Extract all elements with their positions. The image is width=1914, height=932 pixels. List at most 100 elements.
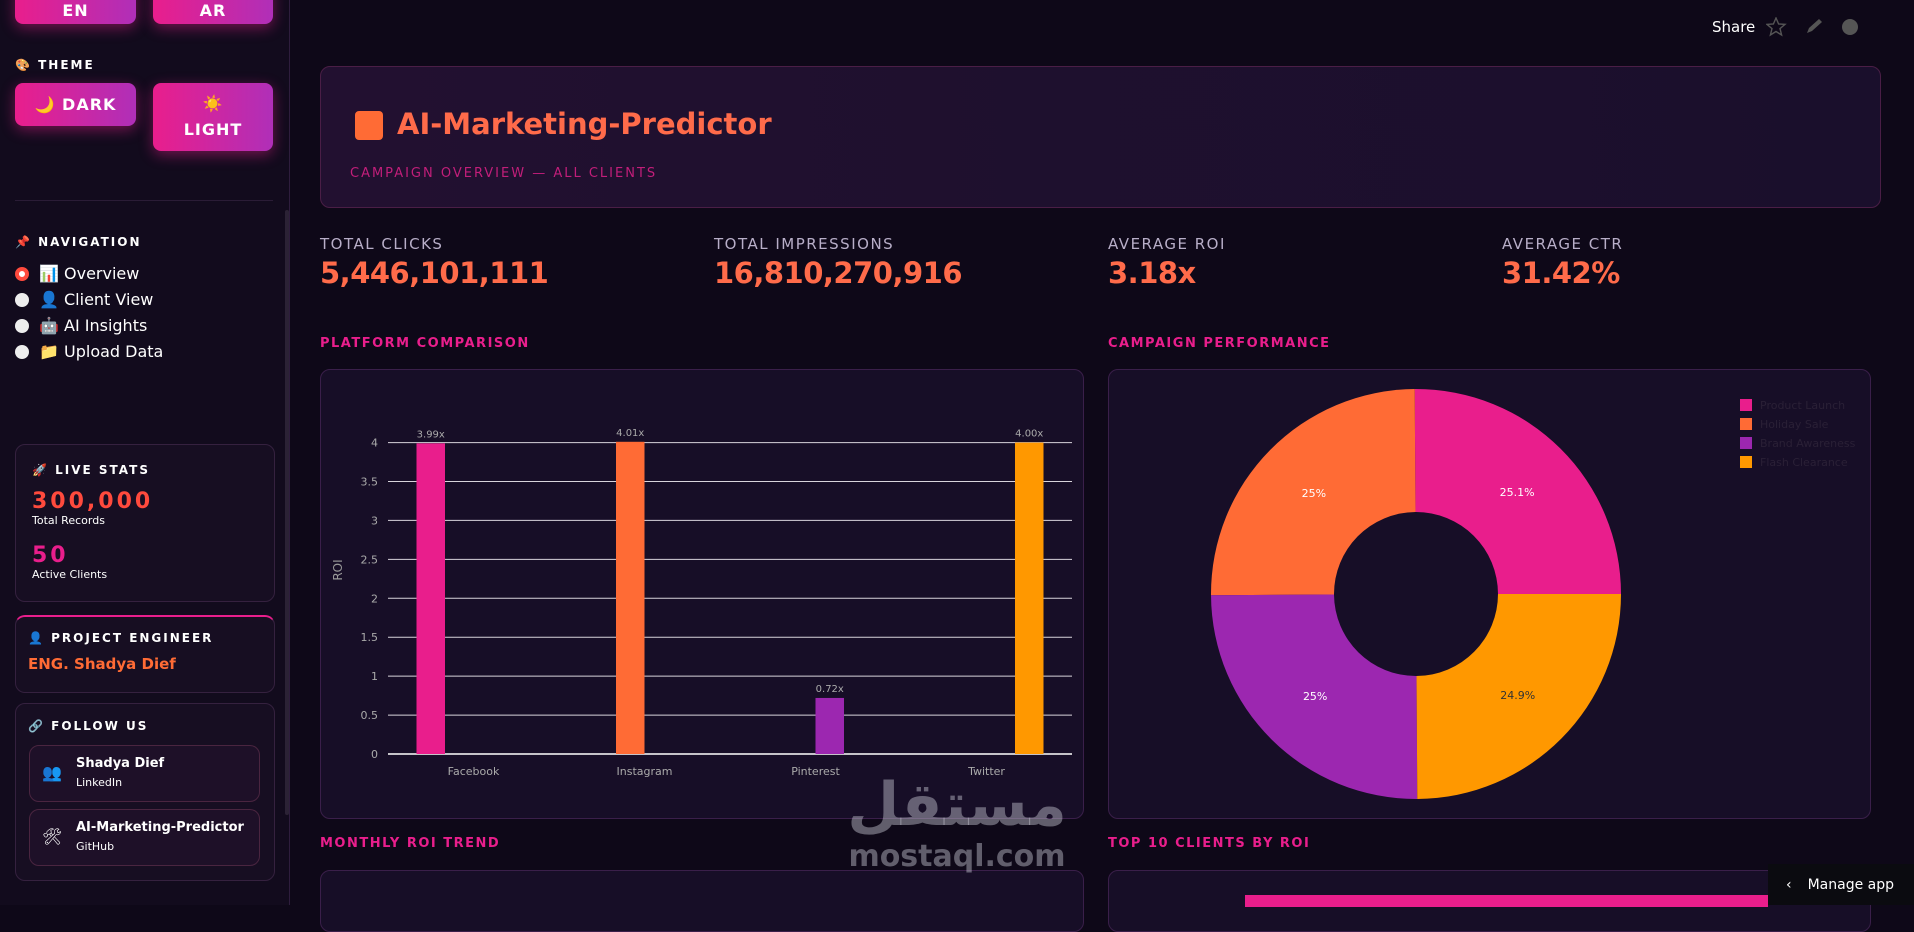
value-label: 0.72x [816,684,844,695]
slice-label: 25% [1302,487,1326,500]
legend-label: Flash Clearance [1760,456,1848,469]
y-tick-label: 2.5 [361,553,379,566]
toolbar-icons [1766,17,1858,37]
section-label: 📌 NAVIGATION [15,235,142,249]
stat-label: Active Clients [32,568,108,581]
slice-label: 24.9% [1500,689,1535,702]
pie-slice [1416,594,1621,799]
legend-label: Brand Awareness [1760,437,1856,450]
share-button[interactable]: Share [1712,18,1756,36]
radio [15,266,29,281]
link-title: AI-Marketing-Predictor [76,820,244,835]
x-tick-label: Facebook [448,765,500,778]
chevron: ‹ [1785,876,1792,893]
stat-label: Total Records [32,514,105,527]
link-card[interactable]: 🛠 AI-Marketing-Predictor GitHub [29,809,260,866]
slice-label: 25% [1303,690,1327,703]
divider [15,200,273,201]
kpi-value: 16,810,270,916 [714,256,963,290]
radio [15,292,29,307]
manage-app[interactable]: ‹ Manage app [1768,864,1914,905]
bar [616,441,645,754]
nav-text: 🤖 AI Insights [39,316,148,335]
kpi-label: AVERAGE CTR [1502,235,1624,253]
legend-swatch [1740,399,1752,411]
nav-item[interactable]: 📊 Overview [15,264,139,283]
pie-chart: 25.1% 25% 25% 24.9% Product Launch Holiday Sa… [1211,389,1856,799]
link-card[interactable]: 👥 Shadya Dief LinkedIn [29,745,260,802]
nav-item[interactable]: 👤 Client View [15,290,153,309]
nav-text: 👤 Client View [39,290,154,309]
radio [15,344,29,359]
y-tick-label: 4 [371,437,378,450]
link-subtitle: LinkedIn [76,776,123,789]
x-tick-label: Instagram [617,765,673,778]
header-icon [355,111,383,140]
legend-label: Product Launch [1760,399,1845,412]
radio [15,318,29,333]
kpi-value: 3.18x [1108,256,1196,290]
bar [815,697,844,754]
kpi-label: TOTAL CLICKS [320,235,444,253]
legend-label: Holiday Sale [1760,418,1829,431]
edit-icon[interactable] [1807,19,1822,33]
scrollbar [285,210,289,815]
section-title: MONTHLY ROI TREND [320,836,501,851]
section-title: PLATFORM COMPARISON [320,336,530,351]
language-button[interactable]: AR [153,0,273,24]
engineer-box: 👤 PROJECT ENGINEER ENG. Shadya Dief [15,615,275,693]
header-title: AI-Marketing-Predictor [397,107,772,141]
bar-chart: 0 0.5 1 1.5 2 2.5 3 3.5 4 ROI Facebook Instagram Pin… [331,428,1072,778]
pie-slice [1414,389,1621,594]
github-icon[interactable] [1842,19,1858,35]
link-title: Shadya Dief [76,756,165,771]
watermark-latin: mostaql.com [848,839,1066,874]
x-tick-label: Pinterest [791,765,840,778]
header-card: AI-Marketing-Predictor CAMPAIGN OVERVIEW… [320,66,1881,208]
nav-item[interactable]: 📁 Upload Data [15,342,163,361]
theme-button[interactable]: 🌙 DARK [15,83,136,126]
engineer-name: ENG. Shadya Dief [28,655,176,673]
chart-card [320,369,1084,819]
kpi-value: 31.42% [1502,256,1620,290]
link-subtitle: GitHub [76,840,115,853]
y-tick-label: 3 [371,514,378,527]
sidebar: EN AR 🎨 THEME 🌙 DARK ☀️ LIGHT 📌 NAVIGATI… [0,0,290,905]
star-icon[interactable] [1766,17,1787,37]
section-label: 🎨 THEME [15,58,95,72]
theme-button[interactable]: ☀️ LIGHT [153,83,273,151]
kpi-label: TOTAL IMPRESSIONS [714,235,895,253]
y-tick-label: 2 [371,592,378,605]
value-label: 4.00x [1015,429,1043,440]
section-label: 🚀 LIVE STATS [32,463,150,477]
nav-text: 📁 Upload Data [39,342,164,361]
value-label: 4.01x [616,428,644,439]
legend-swatch [1740,456,1752,468]
section-title: CAMPAIGN PERFORMANCE [1108,336,1331,351]
pie-slice [1211,389,1416,596]
chart-preview [1245,895,1768,907]
value-label: 3.99x [417,429,445,440]
kpi-value: 5,446,101,111 [320,256,549,290]
stat-value: 50 [32,543,69,568]
y-tick-label: 0.5 [361,709,379,722]
live-stats-box: 🚀 LIVE STATS 300,000 Total Records 50 Ac… [15,444,275,602]
language-button[interactable]: EN [15,0,136,24]
bar [1015,442,1044,754]
header-subtitle: CAMPAIGN OVERVIEW — ALL CLIENTS [350,166,658,181]
y-tick-label: 1.5 [361,631,379,644]
y-axis-label: ROI [331,559,345,580]
stat-value: 300,000 [32,489,154,514]
manage-text: Manage app [1807,876,1894,893]
bar [416,443,445,754]
nav-item[interactable]: 🤖 AI Insights [15,316,147,335]
y-tick-label: 0 [371,748,378,761]
legend-swatch [1740,437,1752,449]
section-label: 🔗 FOLLOW US [28,719,149,733]
x-tick-label: Twitter [967,765,1005,778]
slice-label: 25.1% [1500,486,1535,499]
y-tick-label: 1 [371,670,378,683]
link-icon: 👥 [42,763,62,782]
button-text: EN [62,0,89,20]
section-label: 👤 PROJECT ENGINEER [28,631,214,645]
